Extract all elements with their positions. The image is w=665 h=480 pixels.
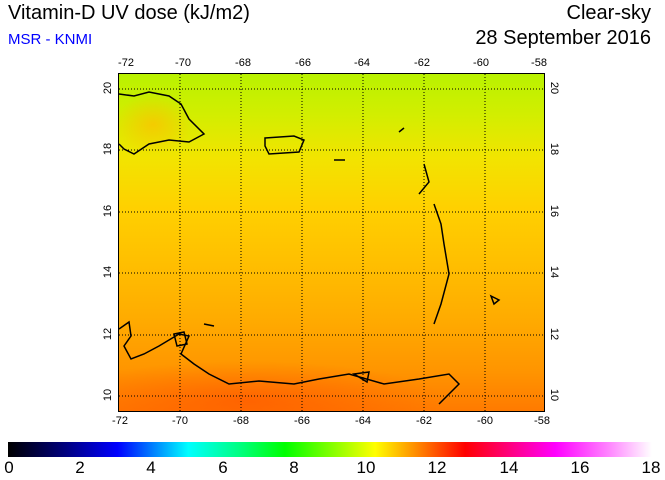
lat-label-left: 20 xyxy=(102,81,115,95)
lat-label-right: 10 xyxy=(548,388,561,402)
colorbar-label: 8 xyxy=(289,458,299,477)
color-scale-bar xyxy=(8,442,652,457)
lon-label-bottom: -62 xyxy=(416,415,432,427)
lat-label-left: 10 xyxy=(102,388,115,402)
colorbar-label: 16 xyxy=(570,458,590,477)
lon-label-top: -62 xyxy=(414,57,430,69)
colorbar-label: 4 xyxy=(146,458,156,477)
lon-label-top: -72 xyxy=(118,57,134,69)
lon-label-bottom: -68 xyxy=(233,415,249,427)
colorbar-label: 14 xyxy=(499,458,519,477)
lat-label-right: 18 xyxy=(548,142,561,156)
sky-condition: Clear-sky xyxy=(566,2,651,24)
source-label: MSR - KNMI xyxy=(8,31,93,48)
colorbar-label: 0 xyxy=(4,458,14,477)
map-title: Vitamin-D UV dose (kJ/m2) xyxy=(8,2,250,24)
lon-label-top: -70 xyxy=(175,57,191,69)
colorbar-label: 2 xyxy=(75,458,85,477)
lon-label-bottom: -66 xyxy=(294,415,310,427)
uv-dose-map xyxy=(118,73,545,412)
lat-label-right: 12 xyxy=(548,327,561,341)
lon-label-bottom: -58 xyxy=(534,415,550,427)
lon-label-bottom: -60 xyxy=(477,415,493,427)
lon-label-top: -68 xyxy=(235,57,251,69)
lon-label-top: -64 xyxy=(354,57,370,69)
lat-label-left: 16 xyxy=(102,204,115,218)
graticule xyxy=(119,74,544,411)
lon-label-top: -66 xyxy=(295,57,311,69)
lat-label-left: 14 xyxy=(102,265,115,279)
map-date: 28 September 2016 xyxy=(475,27,651,49)
lon-label-bottom: -70 xyxy=(172,415,188,427)
lat-label-right: 20 xyxy=(548,81,561,95)
lon-label-top: -60 xyxy=(473,57,489,69)
lon-label-top: -58 xyxy=(531,57,547,69)
lon-label-bottom: -64 xyxy=(355,415,371,427)
colorbar-label: 10 xyxy=(356,458,376,477)
colorbar-label: 6 xyxy=(218,458,228,477)
coastlines xyxy=(119,91,501,405)
colorbar-label: 12 xyxy=(427,458,447,477)
colorbar-label: 18 xyxy=(641,458,661,477)
map-overlay xyxy=(119,74,544,411)
lat-label-right: 14 xyxy=(548,265,561,279)
lat-label-left: 12 xyxy=(102,327,115,341)
lat-label-right: 16 xyxy=(548,204,561,218)
lat-label-left: 18 xyxy=(102,142,115,156)
lon-label-bottom: -72 xyxy=(112,415,128,427)
